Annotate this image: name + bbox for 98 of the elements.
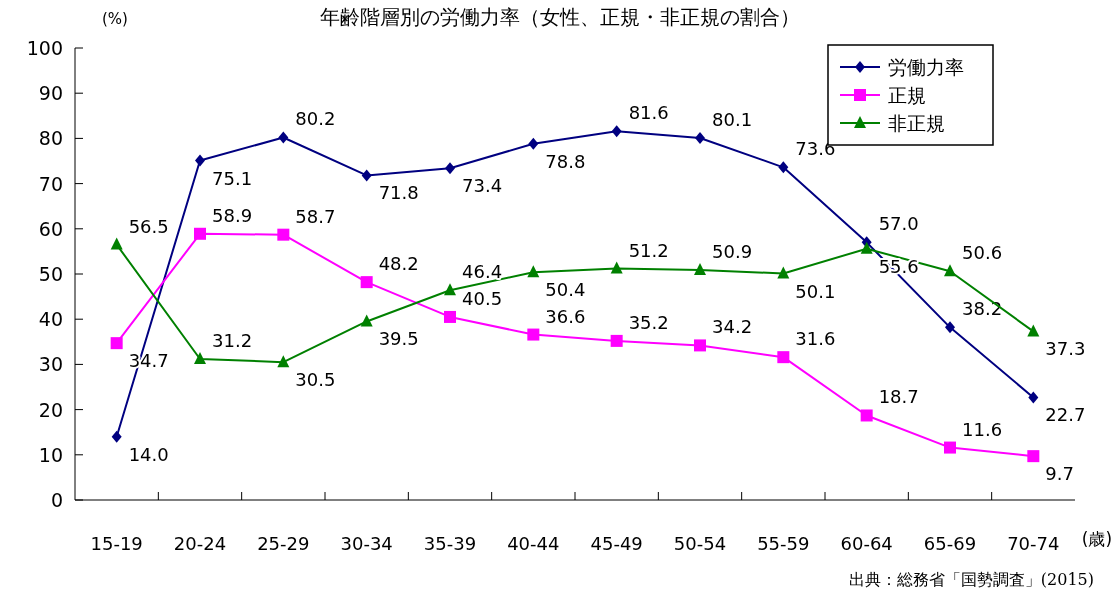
point [445, 162, 455, 175]
point [860, 241, 873, 254]
point [610, 334, 623, 347]
point [695, 131, 705, 144]
x-tick-label: 20-24 [173, 533, 227, 554]
point [360, 314, 373, 327]
point [278, 131, 289, 144]
point [194, 227, 206, 240]
point [860, 409, 873, 422]
data-label: 50.1 [795, 280, 836, 302]
point [110, 237, 123, 250]
x-tick-label: 25-29 [257, 533, 310, 554]
legend-label: 非正規 [888, 112, 945, 134]
point [944, 264, 956, 277]
data-label: 30.5 [295, 369, 336, 391]
data-label: 38.2 [962, 298, 1003, 320]
point [945, 321, 955, 334]
data-label: 56.5 [128, 215, 169, 237]
point [694, 262, 706, 275]
y-tick-label: 100 [26, 37, 63, 59]
y-tick-label: 70 [38, 172, 63, 195]
data-label: 11.6 [962, 418, 1003, 440]
point [1027, 450, 1040, 463]
x-tick-label: 35-39 [423, 533, 477, 554]
y-tick-label: 50 [38, 263, 63, 285]
point [527, 265, 540, 278]
point [694, 339, 706, 352]
data-label: 50.6 [962, 242, 1003, 264]
point [611, 125, 622, 138]
data-label: 9.7 [1045, 463, 1074, 485]
data-label: 58.7 [295, 205, 336, 227]
point [360, 276, 373, 289]
data-label: 75.1 [212, 167, 253, 189]
data-label: 36.6 [545, 305, 586, 327]
x-tick-label: 15-19 [90, 533, 143, 554]
x-tick-label: 60-64 [840, 533, 893, 554]
legend-label: 労働力率 [888, 56, 964, 78]
point [610, 261, 623, 274]
x-tick-label: 30-34 [340, 533, 393, 554]
data-label: 22.7 [1045, 404, 1086, 426]
data-label: 71.8 [378, 182, 419, 204]
data-label: 78.8 [545, 150, 586, 172]
x-axis-title: (歳) [1081, 529, 1113, 549]
data-label: 80.2 [295, 108, 336, 130]
data-label: 46.4 [462, 261, 503, 283]
point [277, 355, 290, 368]
y-tick-label: 90 [38, 82, 63, 105]
x-tick-label: 45-49 [590, 533, 643, 554]
data-label: 39.5 [378, 328, 419, 350]
point [778, 161, 789, 174]
point [944, 441, 956, 454]
y-tick-label: 80 [38, 127, 63, 150]
point [777, 351, 790, 364]
data-label: 37.3 [1045, 338, 1086, 360]
point [361, 169, 372, 182]
x-tick-label: 70-74 [1007, 533, 1060, 554]
y-tick-label: 40 [38, 308, 63, 331]
y-tick-label: 0 [50, 489, 63, 511]
y-axis-title: (%) [102, 10, 128, 28]
point [195, 154, 205, 167]
point [111, 430, 122, 443]
point [1028, 391, 1039, 404]
y-tick-label: 20 [38, 398, 63, 421]
chart-title: 年齢階層別の労働力率（女性、正規・非正規の割合） [319, 5, 800, 29]
point [444, 310, 456, 323]
point [527, 328, 540, 341]
x-tick-label: 40-44 [507, 533, 560, 554]
point [110, 337, 123, 350]
data-label: 18.7 [878, 386, 919, 408]
data-label: 35.2 [628, 311, 669, 333]
data-label: 40.5 [462, 287, 503, 309]
point [444, 283, 456, 296]
data-label: 58.9 [212, 204, 253, 226]
data-label: 31.6 [795, 328, 836, 350]
data-label: 34.2 [712, 316, 753, 338]
x-tick-label: 55-59 [757, 533, 810, 554]
data-label: 14.0 [128, 443, 169, 465]
point [777, 266, 790, 279]
data-label: 31.2 [212, 329, 253, 351]
data-label: 51.2 [628, 239, 669, 261]
data-label: 50.4 [545, 279, 586, 301]
data-label: 73.4 [462, 175, 503, 197]
point [528, 137, 539, 150]
x-tick-label: 50-54 [673, 533, 727, 554]
x-tick-label: 65-69 [923, 533, 977, 554]
y-tick-label: 60 [38, 217, 63, 240]
data-label: 50.9 [712, 240, 753, 262]
y-tick-label: 30 [38, 353, 63, 376]
data-label: 48.2 [378, 253, 419, 275]
point [1027, 324, 1040, 337]
legend-label: 正規 [888, 84, 926, 106]
point [277, 228, 290, 241]
y-tick-label: 10 [38, 443, 63, 466]
point [194, 351, 206, 364]
data-label: 80.1 [712, 108, 753, 130]
data-label: 57.0 [878, 213, 919, 235]
source-note: 出典：総務省「国勢調査」(2015) [848, 570, 1094, 589]
data-label: 81.6 [628, 102, 669, 124]
